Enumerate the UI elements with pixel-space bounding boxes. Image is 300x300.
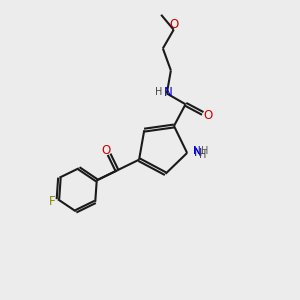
Text: H: H [199,150,206,160]
Text: H: H [200,146,208,156]
Text: O: O [203,110,213,122]
Text: O: O [169,18,178,31]
Text: H: H [155,87,162,97]
Text: F: F [49,195,55,208]
Text: N: N [194,148,202,158]
Text: N: N [164,86,172,99]
Text: O: O [102,144,111,157]
Text: N: N [193,146,201,156]
